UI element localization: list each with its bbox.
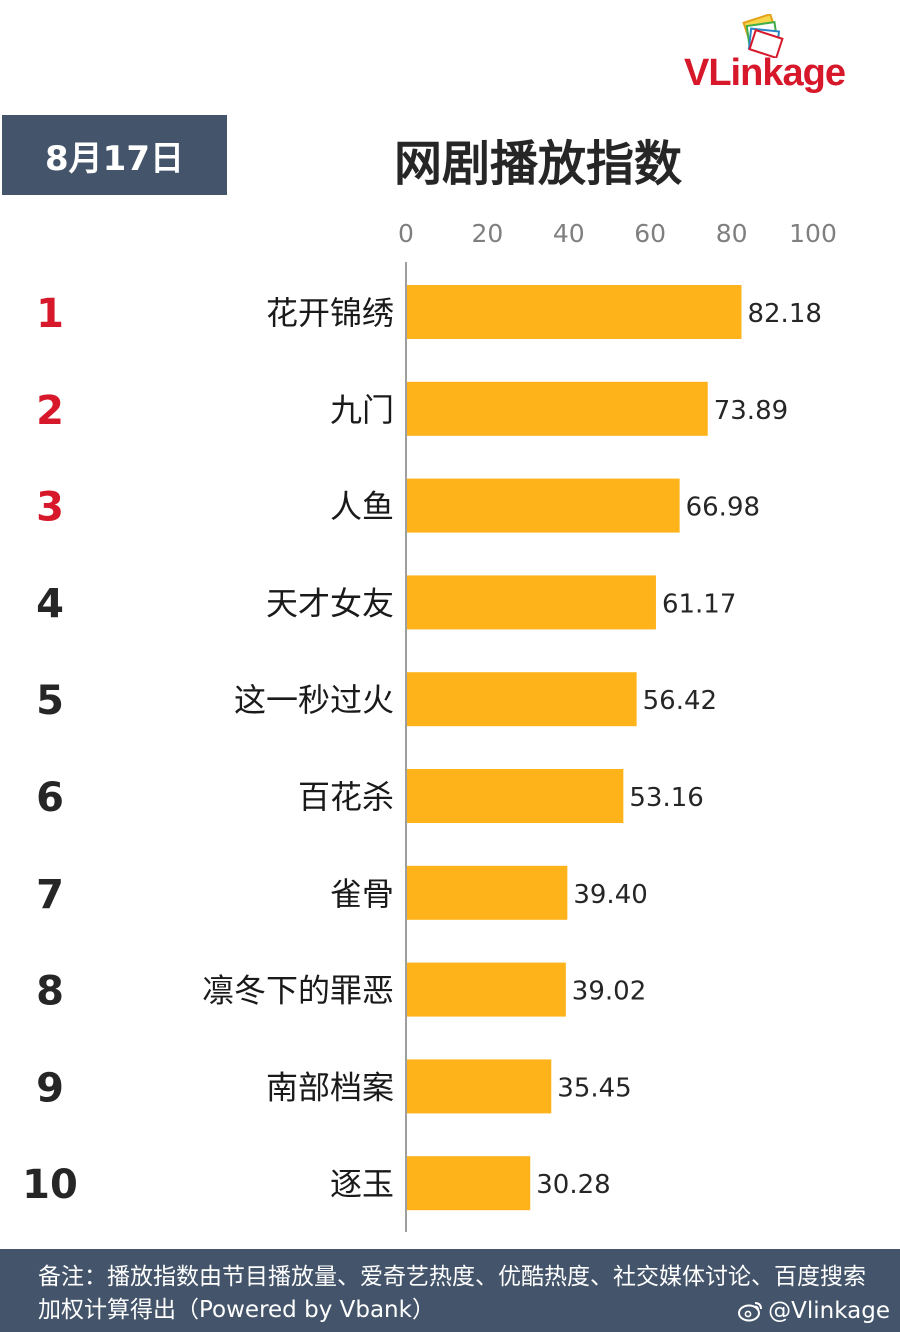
footer-note: 备注：播放指数由节目播放量、爱奇艺热度、优酷热度、社交媒体讨论、百度搜索加权计算… xyxy=(38,1264,866,1323)
category-label: 九门 xyxy=(330,391,394,429)
logo-cards-icon xyxy=(742,14,784,58)
x-tick-label: 60 xyxy=(634,219,666,248)
bar xyxy=(407,962,566,1017)
rank-label: 10 xyxy=(22,1162,78,1208)
bar xyxy=(407,672,637,727)
rank-label: 2 xyxy=(36,388,64,434)
value-label: 39.40 xyxy=(573,880,647,910)
value-label: 30.28 xyxy=(536,1170,610,1200)
bar xyxy=(407,1156,531,1211)
category-label: 天才女友 xyxy=(266,584,394,622)
x-tick-label: 80 xyxy=(716,219,748,248)
category-label: 花开锦绣 xyxy=(266,294,394,332)
category-label: 凛冬下的罪恶 xyxy=(202,972,394,1010)
weibo-handle: @Vlinkage xyxy=(738,1298,890,1324)
rank-label: 7 xyxy=(36,872,64,918)
rank-label: 9 xyxy=(36,1065,64,1111)
x-tick-label: 100 xyxy=(789,219,837,248)
value-label: 82.18 xyxy=(747,299,821,329)
value-label: 66.98 xyxy=(686,493,760,523)
category-label: 南部档案 xyxy=(266,1068,394,1106)
x-tick-label: 20 xyxy=(471,219,503,248)
rank-label: 5 xyxy=(36,678,64,724)
date-label: 8月17日 xyxy=(45,138,184,179)
value-label: 73.89 xyxy=(714,396,788,426)
date-badge: 8月17日 xyxy=(2,115,227,195)
weibo-icon xyxy=(738,1302,763,1322)
category-label: 这一秒过火 xyxy=(234,681,394,719)
value-label: 35.45 xyxy=(557,1073,631,1103)
bar xyxy=(407,1059,552,1114)
rank-label: 1 xyxy=(36,291,64,337)
x-tick-label: 40 xyxy=(553,219,585,248)
bar-chart: 0 20 40 60 80 100 1 花开锦绣 82.18 2 九门 73.89 3 人鱼 66.98 4 天… xyxy=(22,219,837,1232)
category-label: 逐玉 xyxy=(330,1165,394,1203)
bar xyxy=(407,285,742,339)
value-label: 56.42 xyxy=(643,686,717,716)
category-label: 百花杀 xyxy=(298,778,394,816)
category-label: 人鱼 xyxy=(330,488,394,526)
value-label: 61.17 xyxy=(662,589,736,619)
logo-text: VLinkage xyxy=(684,52,846,95)
bar xyxy=(407,865,568,920)
vlinkage-logo: VLinkage xyxy=(684,14,894,100)
rank-label: 6 xyxy=(36,775,64,821)
rank-label: 3 xyxy=(36,485,64,531)
weibo-handle-text: @Vlinkage xyxy=(768,1298,890,1324)
rank-label: 8 xyxy=(36,969,64,1015)
footer: 备注：播放指数由节目播放量、爱奇艺热度、优酷热度、社交媒体讨论、百度搜索加权计算… xyxy=(0,1249,900,1332)
rank-label: 4 xyxy=(36,581,64,627)
value-label: 39.02 xyxy=(572,977,646,1007)
logo-text-main: VLink xyxy=(684,52,783,94)
logo-text-tail: age xyxy=(782,52,845,94)
value-label: 53.16 xyxy=(629,783,703,813)
category-label: 雀骨 xyxy=(330,875,394,913)
chart-title: 网剧播放指数 xyxy=(394,136,683,192)
bar xyxy=(407,478,680,533)
x-tick-label: 0 xyxy=(398,219,414,248)
bar xyxy=(407,381,708,436)
bar xyxy=(407,769,624,823)
bar xyxy=(407,575,656,630)
